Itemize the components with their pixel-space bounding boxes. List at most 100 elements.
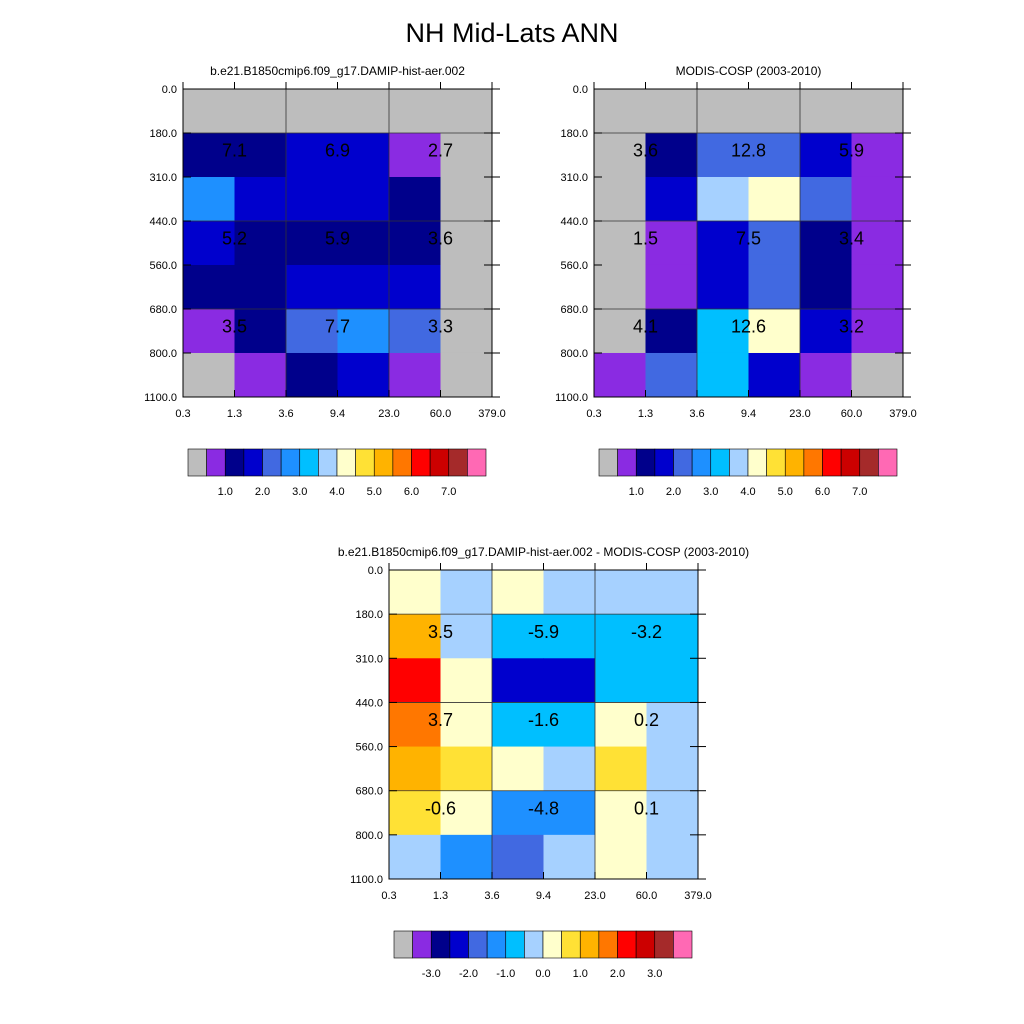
x-tick-label: 3.6 (278, 408, 293, 420)
heatmap-cell (595, 834, 647, 880)
value-label: 7.1 (222, 141, 247, 161)
heatmap-cell (543, 702, 596, 748)
heatmap-cell (594, 176, 646, 222)
heatmap-cell (543, 658, 596, 703)
heatmap-cell (337, 176, 390, 222)
value-label: 3.5 (428, 622, 453, 642)
x-tick-label: 379.0 (684, 890, 712, 902)
colorbar-swatch (654, 930, 674, 959)
heatmap-cell (337, 133, 390, 178)
heatmap-cell (234, 221, 287, 266)
colorbar-label: 6.0 (404, 486, 419, 498)
colorbar-label: 3.0 (703, 486, 718, 498)
heatmap-cell (234, 89, 287, 134)
x-tick-label: 0.3 (175, 408, 190, 420)
heatmap-cell (697, 352, 749, 398)
y-tick-label: 800.0 (560, 348, 588, 360)
colorbar-swatch (766, 448, 786, 477)
colorbar-swatch (803, 448, 823, 477)
heatmap-cell (800, 352, 852, 398)
colorbar-swatch (430, 930, 451, 959)
y-tick-label: 0.0 (162, 84, 177, 96)
colorbar-swatch (524, 930, 544, 959)
heatmap-cell (337, 264, 390, 310)
heatmap-cell (183, 221, 235, 266)
colorbar-label: -3.0 (422, 968, 441, 980)
y-tick-label: 800.0 (355, 830, 383, 842)
heatmap-cell (543, 790, 596, 836)
colorbar-label: -1.0 (496, 968, 515, 980)
heatmap-cell (595, 570, 647, 615)
heatmap-panel-2: MODIS-COSP (2003-2010) 0.0 180.0 310.0 440.0… (555, 64, 917, 498)
heatmap-cell (440, 264, 493, 310)
colorbar-swatch (467, 448, 487, 477)
x-tick-label: 379.0 (478, 408, 506, 420)
x-tick-label: 1.3 (227, 408, 242, 420)
y-tick-label: 680.0 (149, 304, 177, 316)
colorbar-swatch (187, 448, 207, 477)
heatmap-cell (440, 834, 493, 880)
heatmap-cell (286, 176, 338, 222)
value-label: 6.9 (325, 141, 350, 161)
colorbar-swatch (243, 448, 263, 477)
heatmap-cell (234, 309, 287, 354)
x-tick-label: 60.0 (841, 408, 862, 420)
colorbar-label: 2.0 (610, 968, 625, 980)
colorbar-swatch (505, 930, 525, 959)
colorbar-label: 0.0 (535, 968, 550, 980)
heatmap-cell (389, 89, 441, 134)
heatmap-cell (389, 221, 441, 266)
heatmap-cell (594, 221, 646, 266)
colorbar-label: 5.0 (367, 486, 382, 498)
heatmap-cell (646, 570, 699, 615)
colorbar-label: 3.0 (292, 486, 307, 498)
heatmap-cell (748, 89, 801, 134)
x-tick-label: 3.6 (484, 890, 499, 902)
heatmap-cell (595, 746, 647, 792)
heatmap-cell (851, 133, 904, 178)
heatmap-cell (800, 309, 852, 354)
colorbar-label: 2.0 (255, 486, 270, 498)
colorbar-label: -2.0 (459, 968, 478, 980)
value-label: 7.5 (736, 229, 761, 249)
y-tick-label: 1100.0 (555, 392, 588, 404)
heatmap-cell (748, 264, 801, 310)
heatmap-cell (440, 89, 493, 134)
colorbar-swatch (449, 930, 469, 959)
colorbar-swatch (729, 448, 749, 477)
colorbar-swatch (598, 448, 618, 477)
y-tick-label: 310.0 (149, 172, 177, 184)
heatmap-cell (697, 176, 749, 222)
y-tick-label: 800.0 (149, 348, 177, 360)
heatmap-cell (748, 176, 801, 222)
x-tick-label: 0.3 (586, 408, 601, 420)
colorbar-swatch (468, 930, 488, 959)
heatmap-cell (234, 352, 287, 398)
heatmap-cell (286, 352, 338, 398)
colorbar-swatch (318, 448, 338, 477)
heatmap-cell (594, 264, 646, 310)
heatmap-cell (286, 309, 338, 354)
heatmap-panel-3: b.e21.B1850cmip6.f09_g17.DAMIP-hist-aer.… (338, 545, 749, 980)
colorbar-label: 1.0 (218, 486, 233, 498)
colorbar-swatch (448, 448, 468, 477)
colorbar-swatch (822, 448, 842, 477)
colorbar-swatch (840, 448, 861, 477)
heatmap-cell (645, 309, 698, 354)
heatmap-cell (389, 264, 441, 310)
heatmap-cell (646, 614, 699, 659)
heatmap-cell (595, 702, 647, 748)
colorbar-label: 3.0 (647, 968, 662, 980)
y-tick-label: 560.0 (355, 742, 383, 754)
panel-title: b.e21.B1850cmip6.f09_g17.DAMIP-hist-aer.… (210, 64, 465, 78)
value-label: 3.6 (428, 229, 453, 249)
heatmap-cell (183, 133, 235, 178)
value-label: -1.6 (528, 710, 559, 730)
heatmap-cell (800, 176, 852, 222)
heatmap-cell (543, 746, 596, 792)
heatmap-cell (389, 176, 441, 222)
y-tick-label: 0.0 (573, 84, 588, 96)
x-tick-label: 9.4 (741, 408, 756, 420)
x-tick-label: 9.4 (330, 408, 345, 420)
